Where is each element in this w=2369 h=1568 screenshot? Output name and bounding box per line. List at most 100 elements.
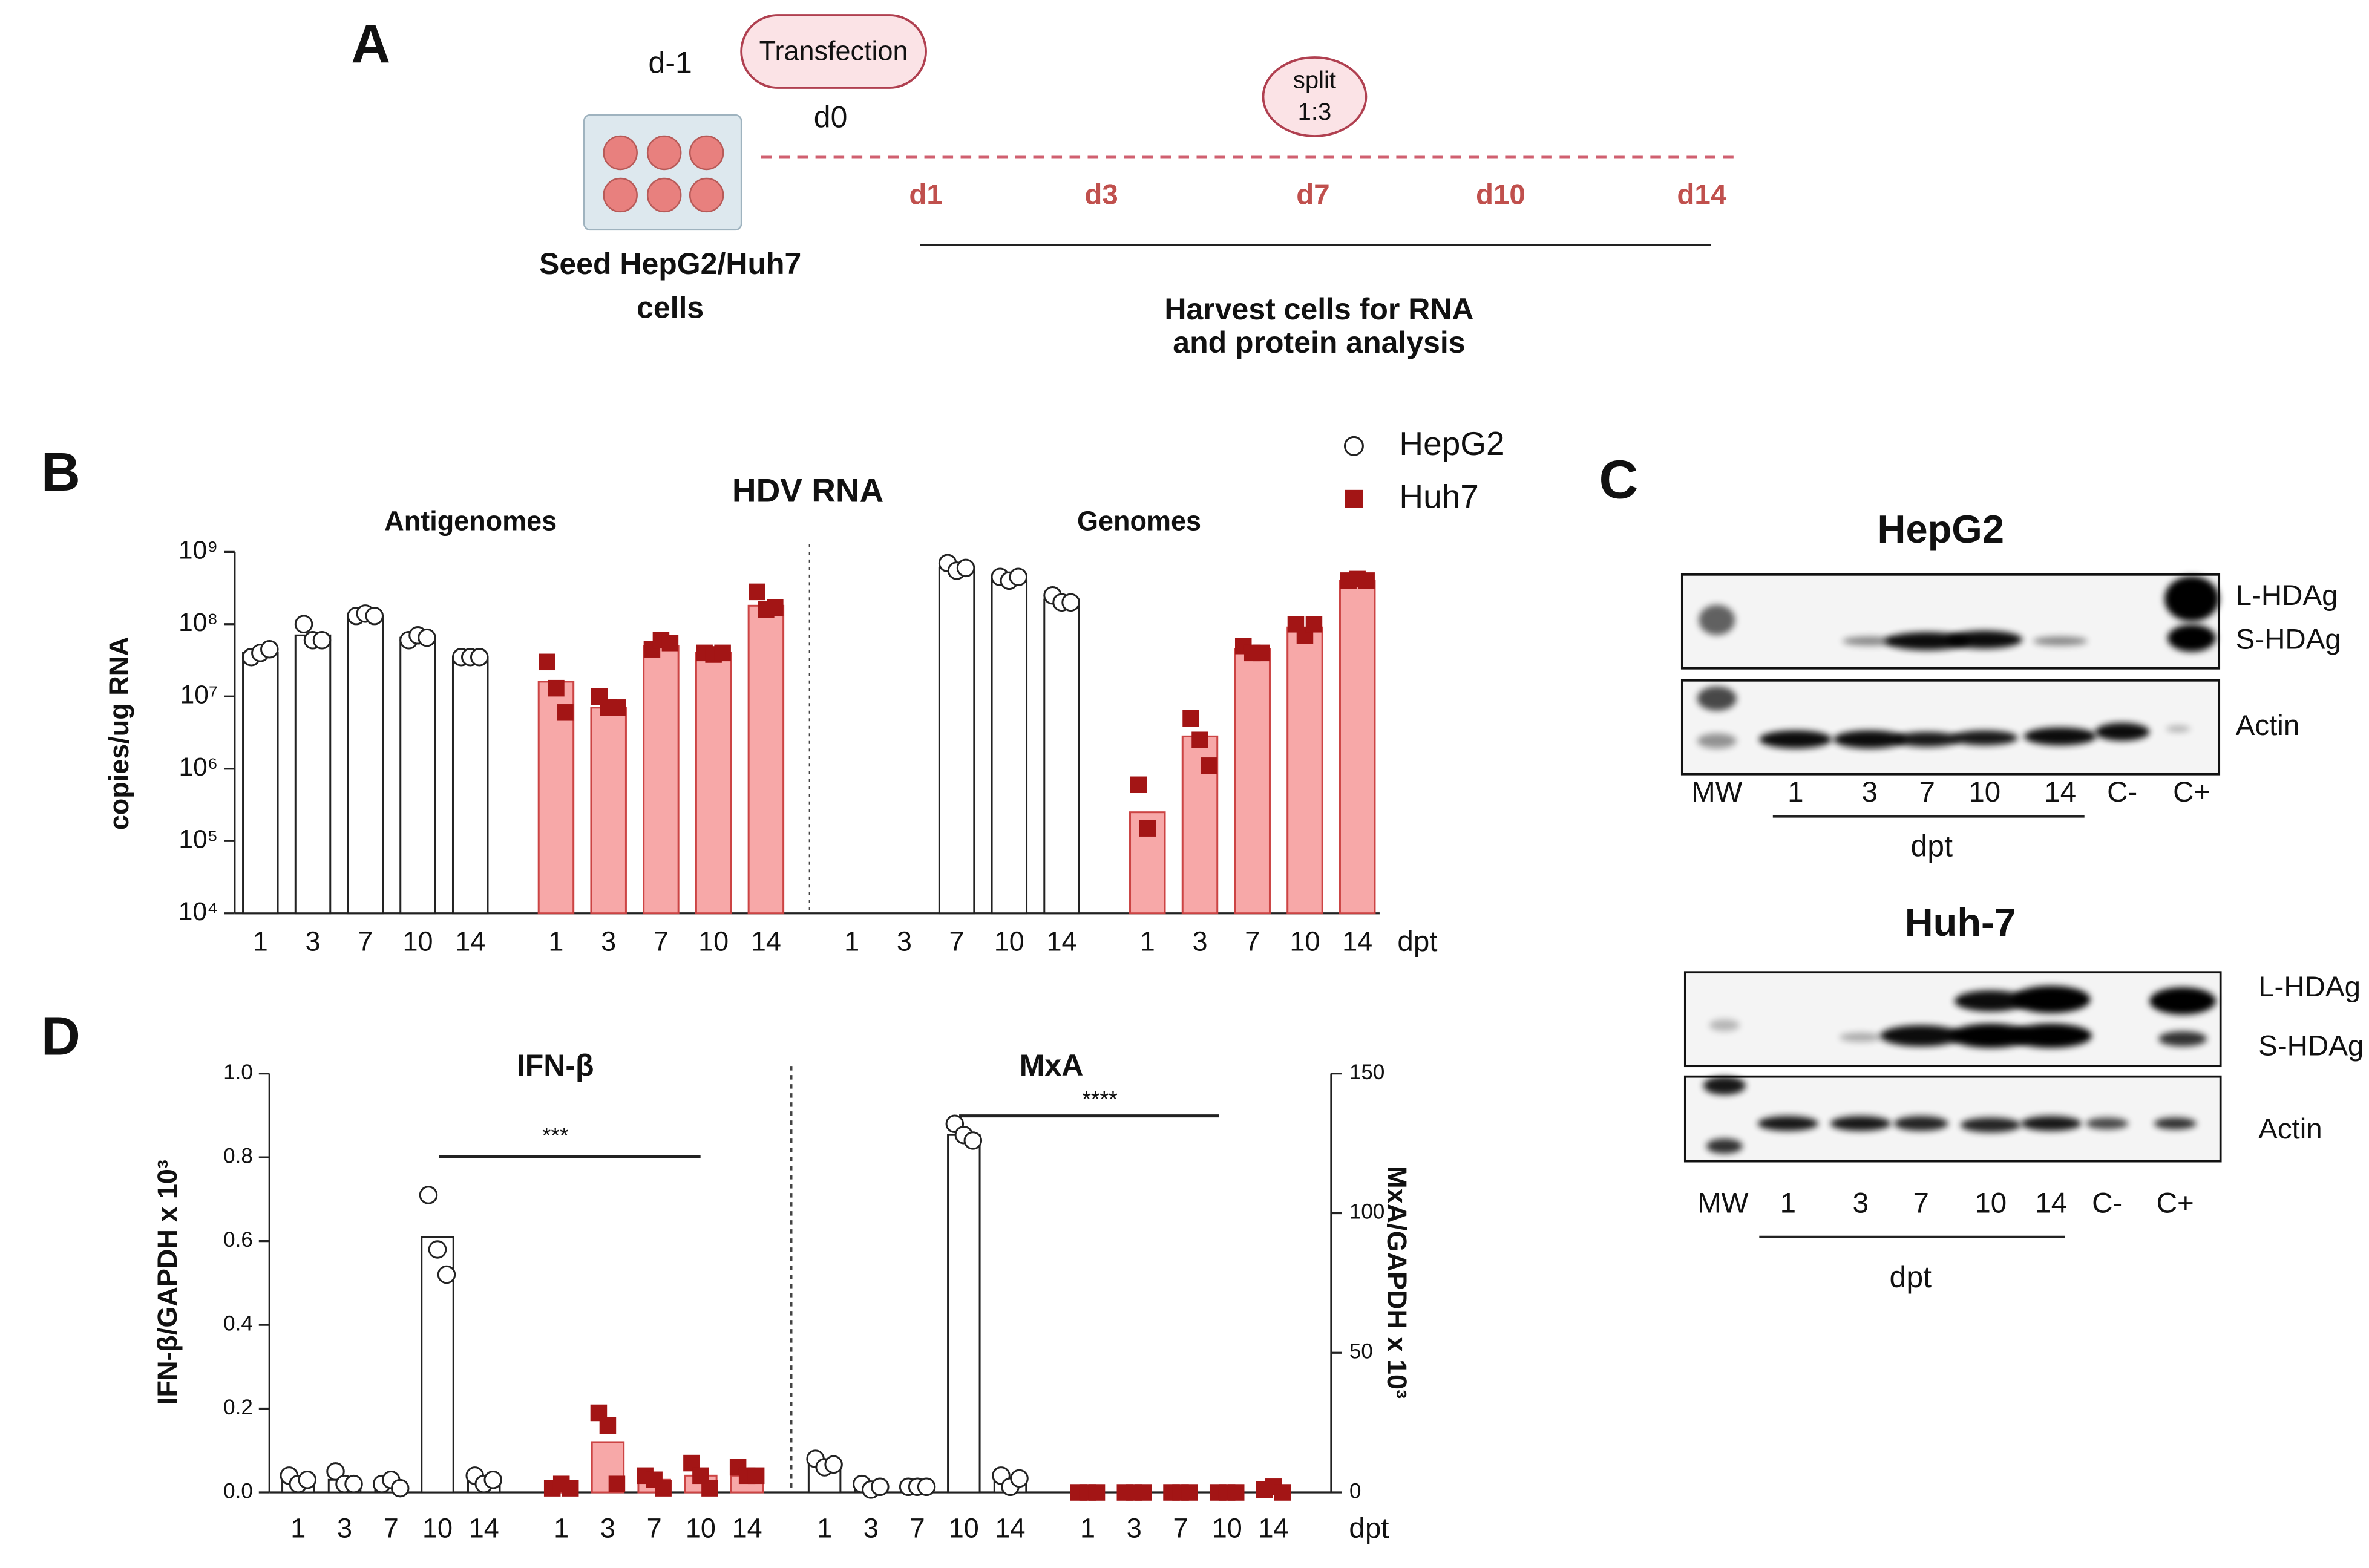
blot-title: Huh-7 — [1905, 900, 2016, 944]
panel-label: B — [41, 442, 80, 503]
band — [1954, 990, 2027, 1012]
point — [1182, 710, 1199, 727]
point — [326, 1462, 345, 1481]
band-label: L-HDAg — [2258, 971, 2361, 1003]
blot — [1680, 573, 2221, 670]
transfection: Transfection — [759, 35, 908, 66]
lane-label: 3 — [1853, 1187, 1869, 1220]
bar — [938, 567, 975, 915]
band — [1951, 730, 2018, 746]
point — [1139, 820, 1156, 837]
x-tick-label: 3 — [601, 926, 616, 957]
x-tick-label: 14 — [1342, 926, 1372, 957]
point — [714, 644, 731, 662]
point — [1009, 567, 1028, 587]
band — [1703, 1076, 1746, 1095]
point — [419, 1186, 438, 1204]
point — [312, 631, 332, 650]
transfection-pill — [740, 14, 927, 89]
chart-title: HDV RNA — [732, 471, 883, 509]
point — [1010, 1469, 1029, 1488]
x-tick-label: 3 — [600, 1512, 615, 1543]
point — [609, 699, 626, 716]
x-tick-label: 10 — [994, 926, 1024, 957]
band — [2033, 636, 2088, 646]
x-tick-label: 1 — [1080, 1512, 1095, 1543]
panel-title: Genomes — [1077, 506, 1201, 537]
timeline-day: d14 — [1677, 178, 1726, 211]
point — [562, 1480, 579, 1497]
point — [483, 1471, 502, 1489]
plate — [583, 114, 742, 231]
band — [2020, 1116, 2082, 1131]
timeline-day: d3 — [1084, 178, 1118, 211]
point — [391, 1478, 410, 1498]
y2-tick-label: 0 — [1349, 1479, 1361, 1503]
point — [344, 1474, 363, 1494]
point — [917, 1477, 936, 1497]
blot-title: HepG2 — [1878, 507, 2004, 551]
x-tick-label: 1 — [1140, 926, 1155, 957]
harvest-text: Harvest cells for RNA — [1164, 292, 1473, 326]
point — [661, 635, 679, 652]
x-tick-label: 14 — [1258, 1512, 1288, 1543]
band — [1880, 1025, 1962, 1047]
blot — [1683, 971, 2222, 1068]
point — [963, 1131, 983, 1150]
bar — [695, 652, 732, 915]
x-axis-label: dpt — [1349, 1512, 1389, 1544]
point — [599, 1417, 617, 1434]
x-tick-label: 7 — [949, 926, 965, 957]
blot-xlabel: dpt — [1890, 1260, 1932, 1294]
point — [1181, 1484, 1198, 1501]
lane-label: 1 — [1780, 1187, 1796, 1220]
band-label: Actin — [2258, 1113, 2322, 1145]
x-tick-label: 1 — [817, 1512, 832, 1543]
band — [2164, 576, 2220, 622]
point — [747, 1467, 765, 1485]
band — [1830, 1116, 1891, 1131]
point — [1227, 1484, 1245, 1501]
bar — [242, 652, 279, 915]
x-tick-label: 10 — [1289, 926, 1320, 957]
y-axis-label: IFN-β/GAPDH x 10³ — [152, 1160, 183, 1405]
band-label: L-HDAg — [2236, 580, 2338, 612]
bar — [1043, 598, 1080, 915]
point — [539, 653, 555, 671]
y-tick-label: 0.6 — [223, 1228, 253, 1252]
x-tick-label: 7 — [647, 1512, 662, 1543]
lane-label: 14 — [2035, 1187, 2067, 1220]
x-tick-label: 7 — [358, 926, 373, 957]
point — [1201, 757, 1217, 774]
y2-axis-label: MxA/GAPDH x 10³ — [1381, 1166, 1412, 1399]
legend-marker — [1345, 489, 1363, 508]
x-tick-label: 14 — [469, 1512, 499, 1543]
x-tick-label: 7 — [654, 926, 669, 957]
x-tick-label: 1 — [554, 1512, 569, 1543]
wells — [603, 135, 724, 213]
bar — [1339, 580, 1376, 915]
lane-label: MW — [1691, 776, 1743, 808]
band — [1884, 632, 1970, 650]
point — [548, 679, 565, 697]
bar — [294, 634, 332, 915]
band — [2158, 1031, 2207, 1047]
band — [1950, 1024, 2032, 1048]
lane-label: 7 — [1919, 776, 1935, 808]
band — [1893, 731, 1961, 747]
band — [1960, 1117, 2021, 1133]
x-tick-label: 1 — [548, 926, 563, 957]
significance: **** — [1082, 1086, 1117, 1112]
point — [767, 599, 784, 616]
band — [1697, 686, 1737, 711]
band — [2011, 985, 2091, 1013]
point — [871, 1477, 890, 1497]
point — [260, 639, 279, 659]
x-tick-label: 10 — [686, 1512, 716, 1543]
y2-tick-label: 50 — [1349, 1339, 1373, 1363]
bar — [1286, 626, 1323, 915]
x-axis-label: dpt — [1397, 926, 1437, 958]
y-tick-label: 10⁹ — [179, 537, 218, 565]
point — [956, 558, 975, 578]
